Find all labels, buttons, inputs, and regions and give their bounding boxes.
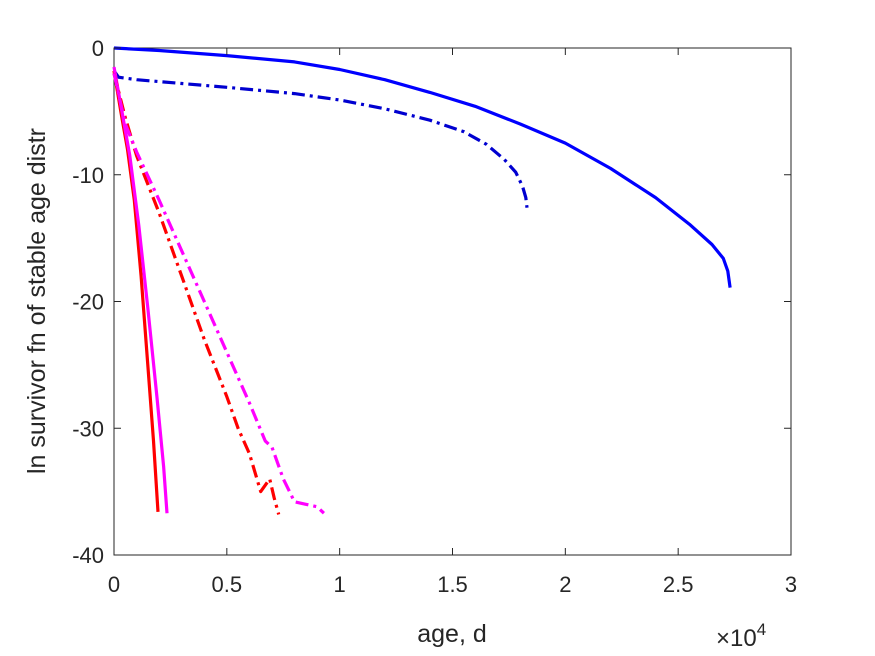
plot-area <box>113 47 792 556</box>
y-tick-label: -20 <box>72 290 104 315</box>
y-tick-label: 0 <box>92 36 104 61</box>
y-axis-ticks: 0 -10 -20 -30 -40 <box>72 36 791 568</box>
x-tick-label: 0.5 <box>212 572 243 597</box>
y-tick-label: -30 <box>72 416 104 441</box>
x-axis-exponent-power: 4 <box>757 620 766 639</box>
y-tick-label: -10 <box>72 163 104 188</box>
x-axis-exponent-base: ×10 <box>716 625 757 652</box>
x-axis-exponent-label: ×104 <box>716 620 766 652</box>
x-tick-label: 1 <box>334 572 346 597</box>
x-tick-label: 1.5 <box>437 572 468 597</box>
x-tick-label: 3 <box>785 572 797 597</box>
x-tick-label: 2.5 <box>663 572 694 597</box>
y-tick-label: -40 <box>72 543 104 568</box>
series-line-1 <box>113 46 732 288</box>
x-tick-label: 0 <box>108 572 120 597</box>
x-tick-label: 2 <box>559 572 571 597</box>
series-layer <box>112 46 732 515</box>
series-line-6 <box>112 72 325 515</box>
series-line-5 <box>112 72 281 515</box>
x-axis-label: age, d <box>417 620 487 648</box>
series-line-4 <box>112 66 169 514</box>
y-axis-label: ln survivor fn of stable age distr <box>23 128 51 474</box>
x-axis-ticks: 0 0.5 1 1.5 2 2.5 3 <box>108 48 797 597</box>
